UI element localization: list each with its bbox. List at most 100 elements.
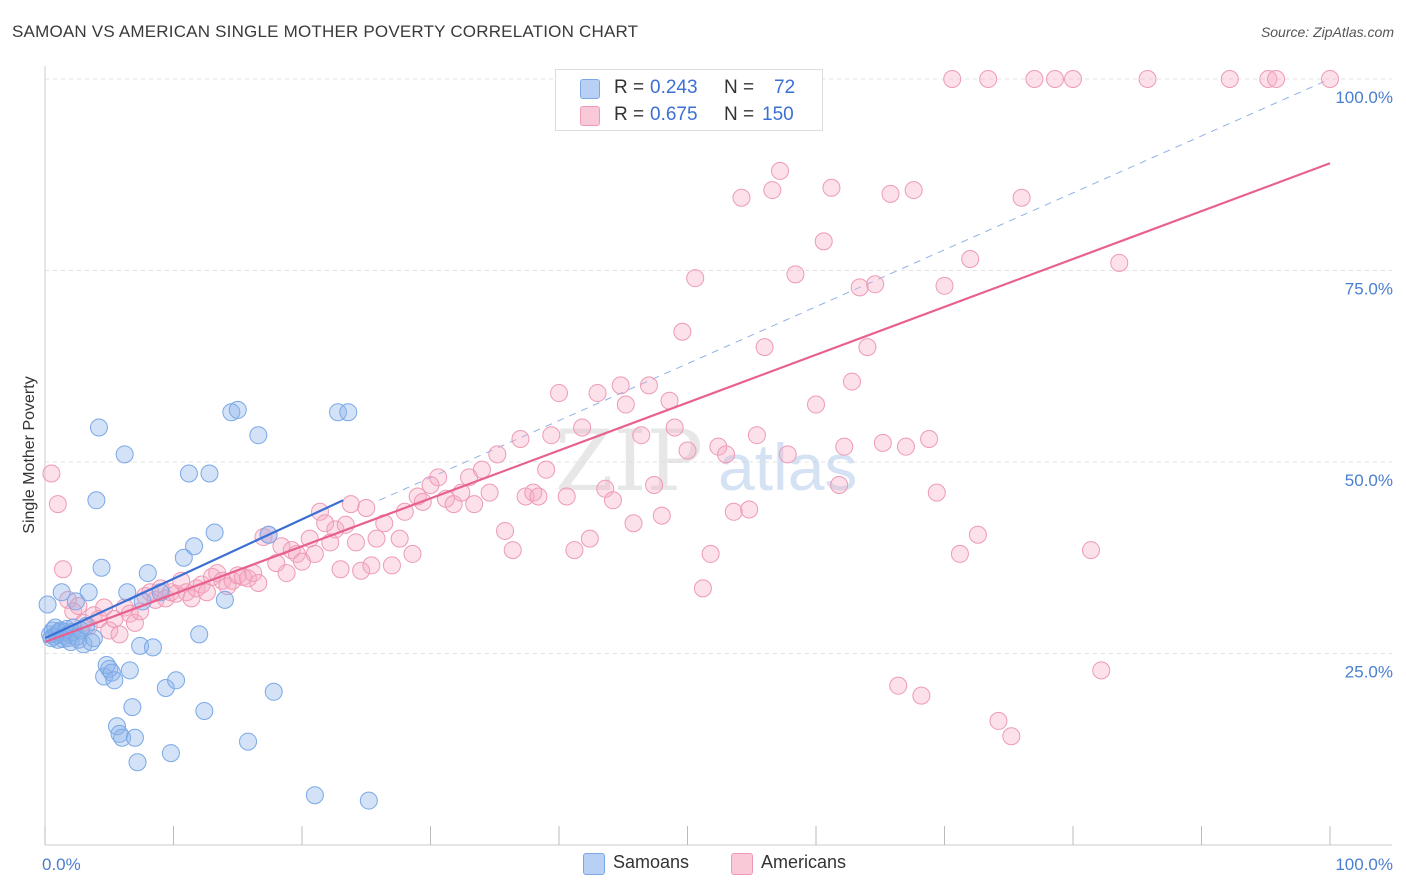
american-point — [835, 437, 854, 456]
samoan-point — [264, 682, 283, 701]
axes — [44, 66, 1392, 846]
samoan-point — [195, 701, 214, 720]
american-point — [557, 487, 576, 506]
american-trend-line — [44, 162, 1331, 644]
american-point — [968, 525, 987, 544]
american-point — [580, 529, 599, 548]
american-point — [305, 544, 324, 563]
samoan-point — [125, 728, 144, 747]
legend-n-label: N = — [724, 104, 755, 125]
american-point — [362, 556, 381, 575]
legend-swatch-samoans — [580, 79, 600, 99]
bottom-legend-swatch-samoans — [583, 853, 605, 875]
samoan-point — [359, 791, 378, 810]
american-point — [632, 426, 651, 445]
american-point — [1321, 70, 1339, 88]
american-point — [53, 560, 72, 579]
american-point — [920, 430, 939, 449]
american-point — [537, 460, 556, 479]
american-point — [678, 441, 697, 460]
american-point — [989, 711, 1008, 730]
legend-n-label: N = — [724, 77, 755, 98]
american-point — [488, 445, 507, 464]
american-point — [858, 338, 877, 357]
samoan-point — [305, 786, 324, 805]
american-point — [740, 500, 759, 519]
american-point — [1267, 70, 1286, 88]
samoan-point — [239, 732, 258, 751]
reference-dashed-line — [378, 78, 1331, 501]
american-point — [830, 475, 849, 494]
american-point — [603, 491, 622, 510]
chart-title: SAMOAN VS AMERICAN SINGLE MOTHER POVERTY… — [12, 22, 639, 41]
american-point — [639, 376, 658, 395]
samoan-point — [215, 590, 234, 609]
american-point — [357, 498, 376, 517]
bottom-legend-label-americans: Americans — [761, 852, 847, 872]
samoan-point — [128, 753, 147, 772]
american-point — [503, 541, 522, 560]
samoan-point — [89, 418, 108, 437]
american-point — [889, 676, 908, 695]
american-point — [755, 338, 774, 357]
american-point — [1025, 70, 1044, 88]
samoan-point — [185, 537, 204, 556]
legend-n-value: 72 — [774, 77, 796, 98]
american-point — [69, 597, 88, 616]
american-point — [48, 495, 67, 514]
samoan-point — [200, 464, 219, 483]
american-point — [850, 278, 869, 297]
reference-line — [378, 78, 1331, 501]
american-point — [529, 487, 548, 506]
american-point — [1220, 70, 1239, 88]
american-point — [686, 269, 705, 288]
american-point — [550, 384, 568, 403]
american-point — [927, 483, 946, 502]
american-point — [763, 181, 782, 200]
american-point — [912, 686, 931, 705]
american-point — [1092, 661, 1111, 680]
legend-r-label: R = — [614, 104, 645, 125]
samoan-point — [249, 426, 268, 445]
samoan-point — [339, 403, 358, 422]
american-point — [182, 589, 201, 608]
american-point — [943, 70, 962, 88]
american-point — [421, 475, 440, 494]
american-point — [110, 625, 129, 644]
american-point — [1138, 70, 1157, 88]
samoan-point — [120, 661, 139, 680]
american-point — [611, 376, 630, 395]
samoan-point — [138, 564, 157, 583]
american-point — [1046, 70, 1065, 88]
legend-r-label: R = — [614, 77, 645, 98]
american-point — [59, 590, 78, 609]
american-point — [429, 468, 448, 487]
american-point — [316, 514, 335, 533]
samoan-point — [190, 625, 209, 644]
x-tick-max: 100.0% — [1335, 855, 1393, 874]
grid-lines — [45, 78, 1392, 654]
american-point — [573, 418, 592, 437]
american-point — [709, 437, 728, 456]
y-tick-label: 25.0% — [1345, 663, 1393, 682]
legend-n-value: 150 — [762, 104, 794, 125]
samoan-point — [228, 400, 247, 419]
american-point — [652, 506, 671, 525]
american-point — [239, 569, 258, 588]
bottom-legend-swatch-americans — [731, 853, 753, 875]
american-point — [624, 514, 643, 533]
samoan-point — [174, 548, 193, 567]
samoan-point — [84, 629, 103, 648]
samoan-point — [92, 558, 111, 577]
american-point — [896, 437, 915, 456]
american-point — [352, 561, 371, 580]
american-point — [326, 520, 345, 539]
american-point — [673, 322, 692, 341]
american-point — [341, 495, 360, 514]
y-tick-label: 50.0% — [1345, 471, 1393, 490]
american-point — [382, 556, 401, 575]
samoan-point — [123, 698, 142, 717]
american-point — [701, 544, 720, 563]
american-point — [786, 265, 805, 284]
